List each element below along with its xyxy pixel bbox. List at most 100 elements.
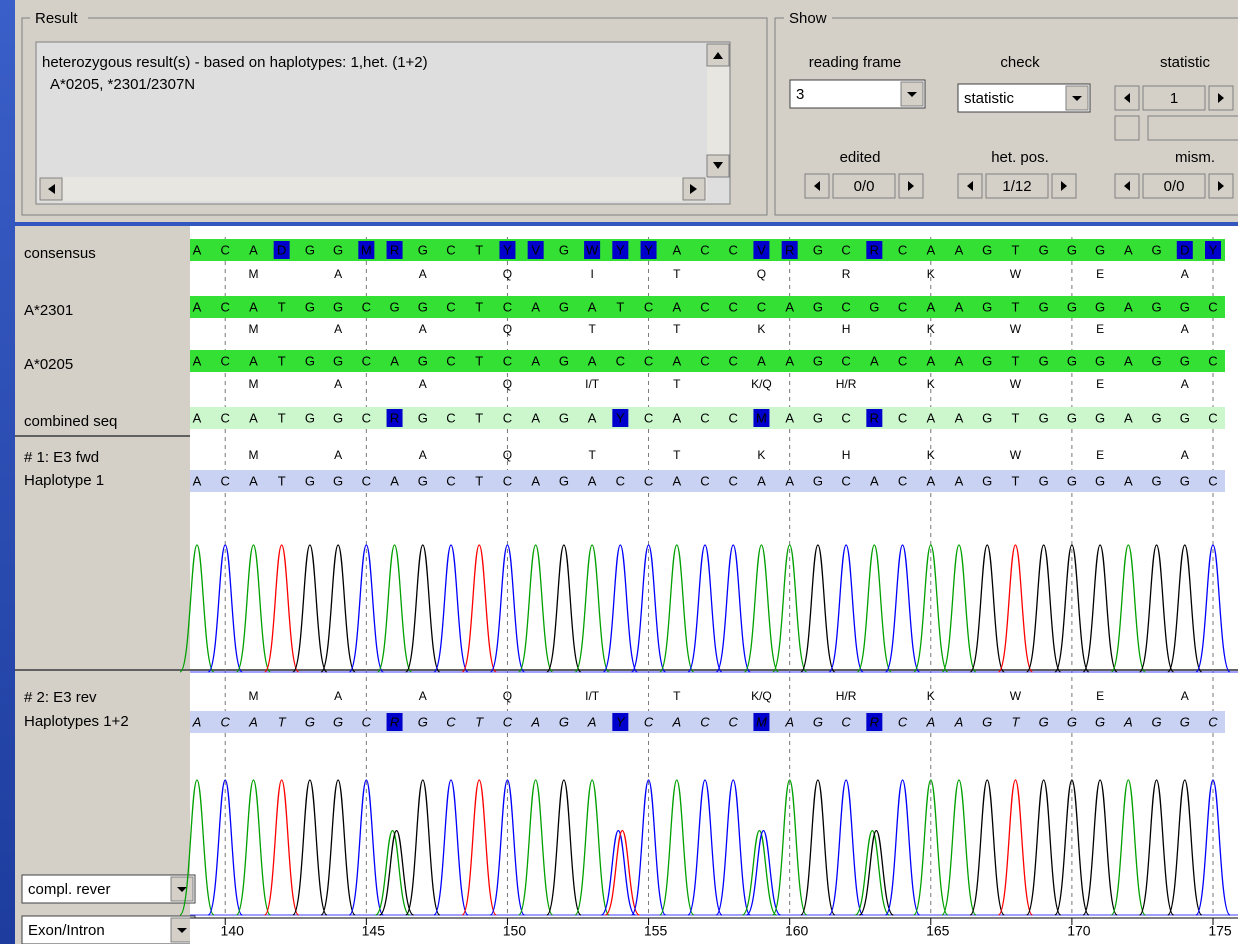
base: G	[1067, 353, 1077, 368]
amino-acid: Q	[503, 689, 512, 703]
base: G	[813, 410, 823, 425]
base: C	[221, 299, 230, 314]
amino-acid: H	[842, 448, 851, 462]
base: A	[1124, 242, 1133, 257]
base: C	[898, 299, 907, 314]
base: R	[785, 242, 794, 257]
base: Y	[1209, 242, 1218, 257]
base: A	[1124, 299, 1133, 314]
base: A	[390, 473, 399, 488]
base: G	[1067, 473, 1077, 488]
base: G	[1095, 242, 1105, 257]
base: C	[503, 410, 512, 425]
amino-acid: K	[927, 322, 935, 336]
spin-value: 1/12	[1002, 178, 1031, 195]
dropdown-value: 3	[796, 86, 804, 103]
row-label: consensus	[24, 245, 96, 262]
base: C	[841, 299, 850, 314]
amino-acid: A	[419, 448, 427, 462]
control-label: statistic	[1160, 54, 1211, 71]
base: C	[898, 242, 907, 257]
base: C	[700, 714, 710, 729]
row-label: A*0205	[24, 356, 73, 373]
base: Y	[644, 242, 653, 257]
base: G	[1067, 299, 1077, 314]
base: C	[644, 353, 653, 368]
amino-acid: K	[927, 689, 935, 703]
h-scrollbar[interactable]	[38, 177, 707, 201]
base: G	[982, 473, 992, 488]
base: T	[1011, 299, 1019, 314]
base: C	[644, 714, 654, 729]
base: C	[1208, 714, 1218, 729]
base: G	[813, 353, 823, 368]
base: A	[925, 714, 935, 729]
base: A	[672, 410, 681, 425]
base: A	[249, 410, 258, 425]
base: G	[1039, 299, 1049, 314]
base: G	[1067, 242, 1077, 257]
amino-acid: A	[334, 448, 342, 462]
amino-acid: Q	[757, 267, 766, 281]
base: C	[362, 714, 372, 729]
base: A	[249, 242, 258, 257]
x-tick-label: 140	[221, 923, 245, 939]
amino-acid: T	[673, 448, 681, 462]
base: T	[475, 714, 484, 729]
amino-acid: Q	[503, 448, 512, 462]
amino-acid: A	[334, 689, 342, 703]
base: A	[757, 473, 766, 488]
base: G	[1095, 714, 1105, 729]
base: T	[278, 714, 287, 729]
base: A	[785, 299, 794, 314]
base: M	[361, 242, 372, 257]
base: A	[193, 410, 202, 425]
base: A	[671, 714, 681, 729]
base: C	[616, 473, 625, 488]
amino-acid: T	[673, 377, 681, 391]
base: G	[1095, 353, 1105, 368]
amino-acid: K/Q	[751, 377, 772, 391]
base: C	[362, 353, 371, 368]
base: G	[559, 353, 569, 368]
base: C	[644, 299, 653, 314]
amino-acid: E	[1096, 448, 1104, 462]
base: Y	[616, 242, 625, 257]
base: R	[870, 714, 879, 729]
amino-acid: A	[419, 377, 427, 391]
base: A	[926, 473, 935, 488]
base: A	[784, 714, 794, 729]
base: G	[559, 714, 569, 729]
control-label: check	[1000, 54, 1040, 71]
base: R	[870, 242, 879, 257]
base: C	[729, 242, 738, 257]
amino-acid: T	[673, 267, 681, 281]
base: G	[333, 353, 343, 368]
base: A	[531, 410, 540, 425]
base: G	[1151, 299, 1161, 314]
x-tick-label: 150	[503, 923, 527, 939]
base: T	[475, 473, 483, 488]
dropdown-value: statistic	[964, 90, 1015, 107]
base: G	[813, 242, 823, 257]
x-tick-label: 160	[785, 923, 809, 939]
base: Y	[616, 714, 626, 729]
base: C	[729, 299, 738, 314]
base: G	[982, 242, 992, 257]
amino-acid: I	[590, 267, 593, 281]
amino-acid: E	[1096, 267, 1104, 281]
base: A	[531, 353, 540, 368]
base: G	[982, 714, 992, 729]
base: A	[926, 299, 935, 314]
base: G	[333, 410, 343, 425]
row-label: A*2301	[24, 302, 73, 319]
base: G	[1180, 714, 1190, 729]
base: C	[446, 473, 455, 488]
control-label: edited	[840, 149, 881, 166]
base: C	[700, 473, 709, 488]
base: G	[982, 353, 992, 368]
amino-acid: A	[1181, 322, 1189, 336]
base: A	[785, 473, 794, 488]
base: A	[193, 242, 202, 257]
base: G	[1039, 473, 1049, 488]
